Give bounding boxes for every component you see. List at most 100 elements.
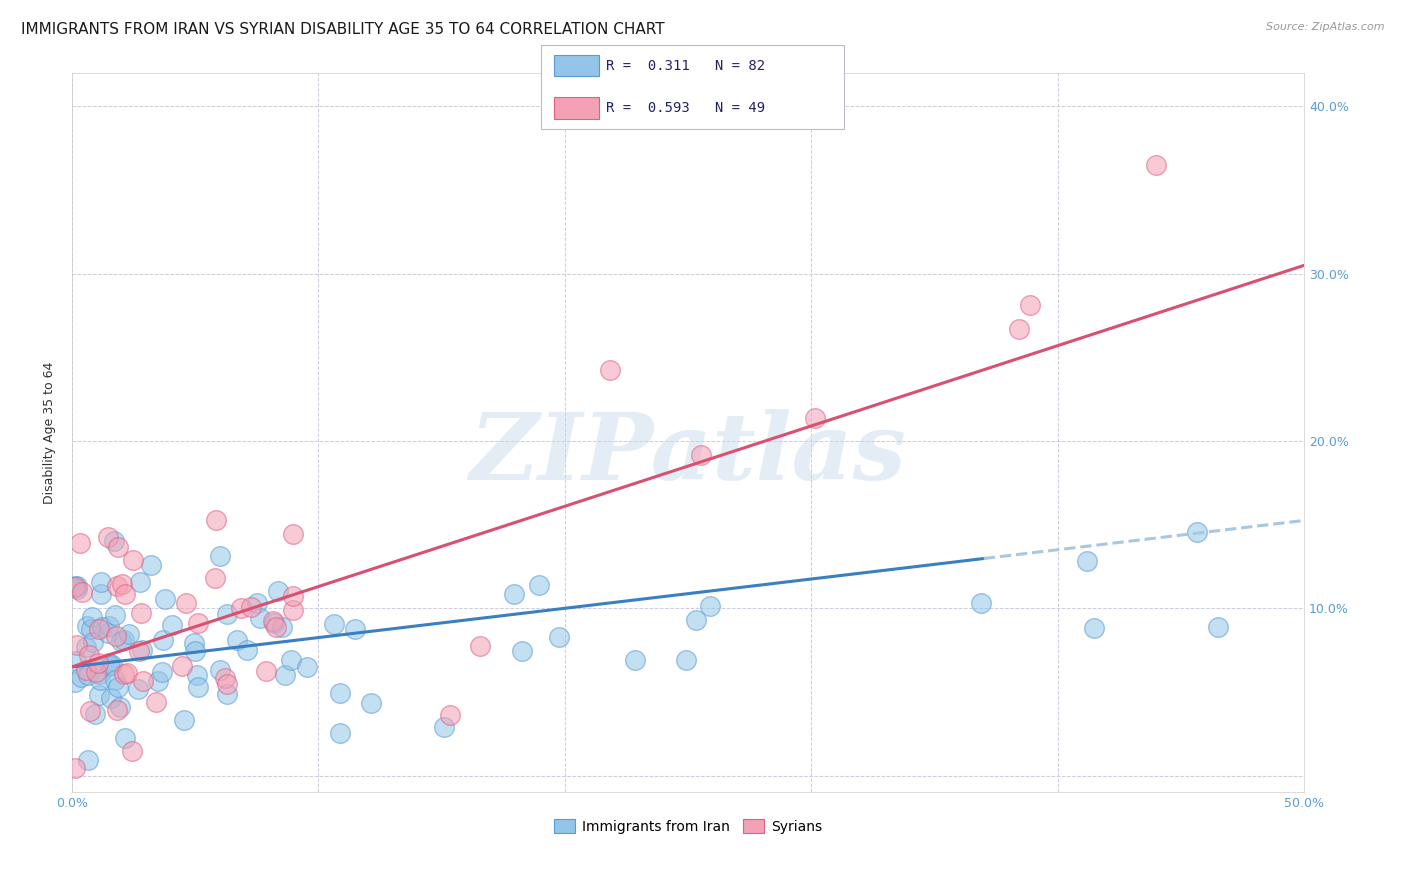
Point — [114, 587, 136, 601]
Point — [82, 635, 104, 649]
Point — [281, 602, 304, 616]
Point — [111, 577, 134, 591]
Point — [141, 558, 163, 573]
Point — [131, 643, 153, 657]
Point — [239, 600, 262, 615]
Point — [329, 726, 352, 740]
Point — [131, 674, 153, 689]
Point — [229, 600, 252, 615]
Point — [270, 620, 292, 634]
Text: ZIPatlas: ZIPatlas — [470, 409, 907, 500]
Point — [80, 623, 103, 637]
Point — [1185, 525, 1208, 540]
Point — [274, 667, 297, 681]
Point — [246, 596, 269, 610]
Point — [145, 695, 167, 709]
Point — [98, 619, 121, 633]
Point — [77, 648, 100, 662]
Point — [295, 660, 318, 674]
Point — [87, 667, 110, 681]
Point — [90, 587, 112, 601]
Point — [1144, 158, 1167, 172]
Point — [173, 713, 195, 727]
Point — [174, 596, 197, 610]
Point — [1083, 621, 1105, 635]
Point — [66, 638, 89, 652]
Point — [76, 668, 98, 682]
Point — [104, 673, 127, 687]
Point — [624, 653, 647, 667]
Point — [187, 615, 209, 630]
Point — [72, 584, 94, 599]
Point — [267, 583, 290, 598]
Point — [114, 731, 136, 745]
Point — [65, 580, 87, 594]
Point — [110, 634, 132, 648]
Point — [699, 599, 721, 613]
Point — [186, 668, 208, 682]
Text: R =  0.311   N = 82: R = 0.311 N = 82 — [606, 59, 765, 73]
Point — [249, 611, 271, 625]
Point — [66, 582, 89, 597]
Text: Source: ZipAtlas.com: Source: ZipAtlas.com — [1267, 22, 1385, 32]
Point — [323, 617, 346, 632]
Point — [209, 663, 232, 677]
Point — [804, 411, 827, 425]
Point — [217, 607, 239, 622]
Point — [103, 533, 125, 548]
Point — [84, 706, 107, 721]
Point — [548, 631, 571, 645]
Point — [1206, 620, 1229, 634]
Point — [215, 687, 238, 701]
Point — [77, 753, 100, 767]
Point — [98, 656, 121, 670]
Point — [127, 682, 149, 697]
Point — [502, 587, 524, 601]
Point — [63, 761, 86, 775]
Point — [360, 696, 382, 710]
Point — [675, 653, 697, 667]
Point — [89, 622, 111, 636]
Point — [264, 620, 287, 634]
Point — [208, 549, 231, 563]
Point — [89, 688, 111, 702]
Point — [122, 553, 145, 567]
Point — [254, 665, 277, 679]
Point — [79, 704, 101, 718]
Point — [150, 665, 173, 679]
Point — [66, 579, 89, 593]
Point — [263, 616, 285, 631]
Text: IMMIGRANTS FROM IRAN VS SYRIAN DISABILITY AGE 35 TO 64 CORRELATION CHART: IMMIGRANTS FROM IRAN VS SYRIAN DISABILIT… — [21, 22, 665, 37]
Point — [329, 686, 352, 700]
Point — [183, 635, 205, 649]
Point — [70, 670, 93, 684]
Point — [105, 579, 128, 593]
Point — [470, 640, 492, 654]
Point — [107, 541, 129, 555]
Point — [512, 644, 534, 658]
Point — [80, 609, 103, 624]
Point — [84, 665, 107, 680]
Point — [75, 663, 97, 677]
Point — [152, 632, 174, 647]
Point — [527, 578, 550, 592]
Point — [63, 579, 86, 593]
Point — [970, 596, 993, 610]
Point — [114, 632, 136, 647]
Point — [117, 627, 139, 641]
Point — [433, 720, 456, 734]
Point — [217, 677, 239, 691]
Point — [129, 575, 152, 590]
Point — [90, 620, 112, 634]
Point — [343, 622, 366, 636]
Y-axis label: Disability Age 35 to 64: Disability Age 35 to 64 — [44, 361, 56, 504]
Text: R =  0.593   N = 49: R = 0.593 N = 49 — [606, 101, 765, 115]
Point — [97, 626, 120, 640]
Point — [76, 618, 98, 632]
Point — [129, 606, 152, 620]
Point — [205, 512, 228, 526]
Point — [226, 633, 249, 648]
Point — [599, 363, 621, 377]
Point — [262, 614, 284, 628]
Point — [690, 448, 713, 462]
